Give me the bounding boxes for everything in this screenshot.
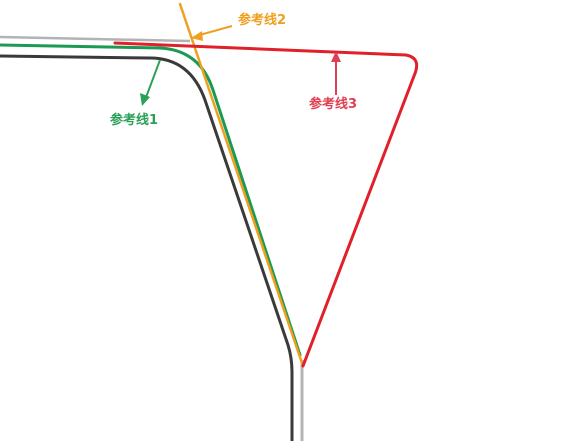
label-reference-line-1: 参考线1 (110, 112, 158, 128)
orange-arrow-icon (191, 25, 233, 41)
outer-gray-outline (0, 35, 191, 43)
label-reference-line-3: 参考线3 (309, 96, 357, 112)
reference-line-1 (0, 43, 302, 357)
red-arrow-icon (331, 51, 341, 95)
label-reference-line-2: 参考线2 (238, 12, 286, 28)
reference-line-3 (113, 41, 419, 368)
dark-outline (0, 54, 294, 441)
reference-line-2 (178, 2, 305, 368)
green-arrow-icon (140, 59, 161, 106)
